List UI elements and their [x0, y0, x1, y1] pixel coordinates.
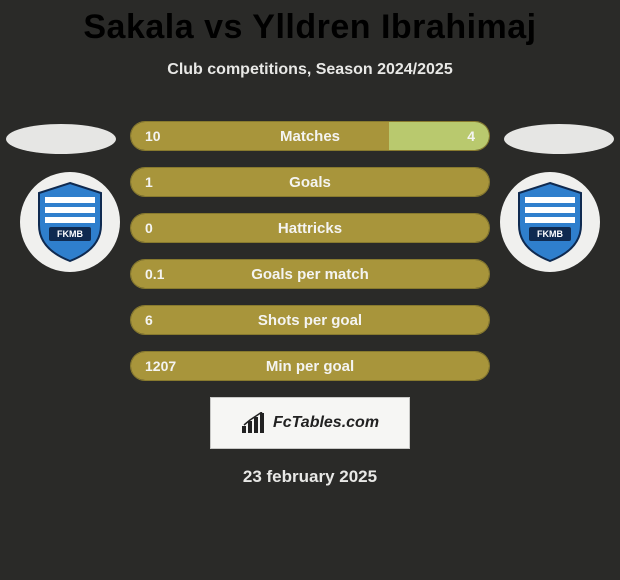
infographic-root: Sakala vs Ylldren Ibrahimaj Club competi…: [0, 0, 620, 487]
player-ellipse-left: [6, 124, 116, 154]
title-player-right: Ylldren Ibrahimaj: [252, 8, 536, 46]
watermark-text: FcTables.com: [273, 414, 379, 432]
club-badge-right: FKMB: [500, 172, 600, 272]
stat-value-right: 4: [467, 122, 475, 150]
stat-row: 0.1Goals per match: [130, 259, 490, 289]
stat-label: Min per goal: [131, 352, 489, 380]
stat-label: Hattricks: [131, 214, 489, 242]
player-ellipse-right: [504, 124, 614, 154]
bars-icon: [241, 412, 267, 434]
stat-row: 10Matches4: [130, 121, 490, 151]
stat-label: Matches: [131, 122, 489, 150]
comparison-bars: 10Matches4 1Goals 0Hattricks 0.1Goals per m…: [130, 121, 490, 381]
date-label: 23 february 2025: [0, 467, 620, 487]
stat-label: Shots per goal: [131, 306, 489, 334]
club-badge-left: FKMB: [20, 172, 120, 272]
page-title: Sakala vs Ylldren Ibrahimaj: [0, 8, 620, 47]
stat-row: 6Shots per goal: [130, 305, 490, 335]
subtitle: Club competitions, Season 2024/2025: [0, 61, 620, 79]
stat-label: Goals per match: [131, 260, 489, 288]
title-vs: vs: [204, 8, 243, 46]
stat-row: 1207Min per goal: [130, 351, 490, 381]
stat-row: 0Hattricks: [130, 213, 490, 243]
title-player-left: Sakala: [83, 8, 194, 46]
shield-icon: FKMB: [515, 181, 585, 263]
stat-row: 1Goals: [130, 167, 490, 197]
shield-icon: FKMB: [35, 181, 105, 263]
svg-text:FKMB: FKMB: [57, 229, 83, 239]
svg-text:FKMB: FKMB: [537, 229, 563, 239]
watermark: FcTables.com: [210, 397, 410, 449]
stat-label: Goals: [131, 168, 489, 196]
